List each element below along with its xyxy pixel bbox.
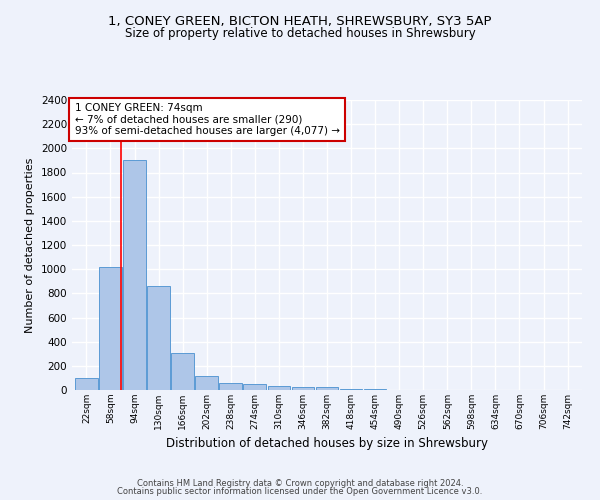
- Bar: [99, 267, 122, 390]
- Bar: [268, 386, 290, 390]
- Text: 1 CONEY GREEN: 74sqm
← 7% of detached houses are smaller (290)
93% of semi-detac: 1 CONEY GREEN: 74sqm ← 7% of detached ho…: [74, 103, 340, 136]
- Text: Size of property relative to detached houses in Shrewsbury: Size of property relative to detached ho…: [125, 28, 475, 40]
- Text: 1, CONEY GREEN, BICTON HEATH, SHREWSBURY, SY3 5AP: 1, CONEY GREEN, BICTON HEATH, SHREWSBURY…: [108, 15, 492, 28]
- Text: Contains HM Land Registry data © Crown copyright and database right 2024.: Contains HM Land Registry data © Crown c…: [137, 478, 463, 488]
- Bar: [196, 376, 218, 390]
- Y-axis label: Number of detached properties: Number of detached properties: [25, 158, 35, 332]
- Text: Contains public sector information licensed under the Open Government Licence v3: Contains public sector information licen…: [118, 487, 482, 496]
- Bar: [244, 384, 266, 390]
- X-axis label: Distribution of detached houses by size in Shrewsbury: Distribution of detached houses by size …: [166, 438, 488, 450]
- Bar: [316, 387, 338, 390]
- Bar: [75, 378, 98, 390]
- Bar: [123, 160, 146, 390]
- Bar: [172, 352, 194, 390]
- Bar: [220, 383, 242, 390]
- Bar: [147, 286, 170, 390]
- Bar: [292, 387, 314, 390]
